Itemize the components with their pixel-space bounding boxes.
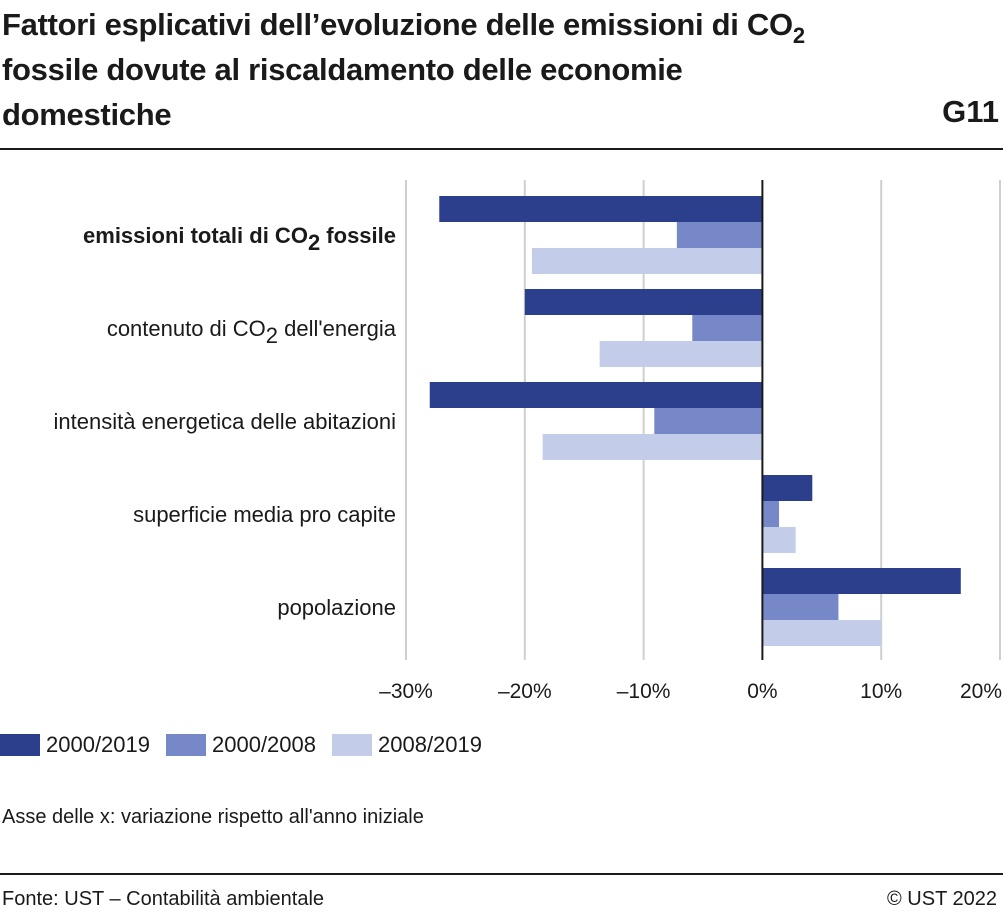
legend-item-series-2: 2000/2008 (166, 732, 316, 758)
legend: 2000/2019 2000/2008 2008/2019 (0, 732, 498, 758)
x-tick-label-6: 20% (960, 680, 1002, 703)
bar-3-series-3 (542, 434, 763, 460)
chart-title: Fattori esplicativi dell’evoluzione dell… (2, 2, 902, 137)
bar-5-series-1 (762, 568, 961, 594)
title-line-3: domestiche (2, 97, 172, 132)
bar-5-series-3 (762, 620, 882, 646)
category-label-1: emissioni totali di CO2 fossile (83, 223, 396, 255)
bar-4-series-1 (762, 475, 813, 501)
legend-label-series-2: 2000/2008 (212, 732, 316, 757)
legend-item-series-1: 2000/2019 (0, 732, 150, 758)
x-tick-label-2: –20% (498, 680, 552, 703)
bar-2-series-1 (524, 289, 763, 315)
legend-swatch-series-1 (0, 734, 40, 756)
legend-swatch-series-2 (166, 734, 206, 756)
title-line-2: fossile dovute al riscaldamento delle ec… (2, 52, 683, 87)
title-line-1: Fattori esplicativi dell’evoluzione dell… (2, 7, 805, 48)
bar-chart: –30% –20% –10% 0% 10% 20% emissioni totali di … (54, 180, 1002, 703)
bar-1-series-3 (531, 248, 763, 274)
legend-label-series-1: 2000/2019 (46, 732, 150, 757)
category-label-4: superficie media pro capite (133, 502, 396, 527)
bar-1-series-1 (439, 196, 763, 222)
legend-swatch-series-3 (332, 734, 372, 756)
bar-2-series-2 (692, 315, 763, 341)
legend-item-series-3: 2008/2019 (332, 732, 482, 758)
bar-1-series-2 (676, 222, 763, 248)
copyright-note: © UST 2022 (887, 888, 997, 910)
bar-2-series-3 (599, 341, 763, 367)
bar-5-series-2 (762, 594, 839, 620)
x-tick-label-3: –10% (617, 680, 671, 703)
bar-3-series-1 (429, 382, 763, 408)
category-label-5: popolazione (277, 595, 396, 620)
footer-rule (0, 873, 1003, 875)
header-rule (0, 148, 1003, 150)
bar-4-series-2 (762, 501, 780, 527)
figure-number: G11 (942, 94, 999, 129)
category-label-3: intensità energetica delle abitazioni (54, 409, 396, 434)
bar-4-series-3 (762, 527, 796, 553)
x-tick-label-5: 10% (860, 680, 902, 703)
legend-label-series-3: 2008/2019 (378, 732, 482, 757)
source-note: Fonte: UST – Contabilità ambientale (2, 888, 325, 910)
axis-note: Asse delle x: variazione rispetto all'an… (2, 806, 424, 828)
bar-3-series-2 (654, 408, 763, 434)
x-tick-label-4: 0% (747, 680, 777, 703)
x-tick-label-1: –30% (379, 680, 433, 703)
category-label-2: contenuto di CO2 dell'energia (107, 316, 397, 348)
